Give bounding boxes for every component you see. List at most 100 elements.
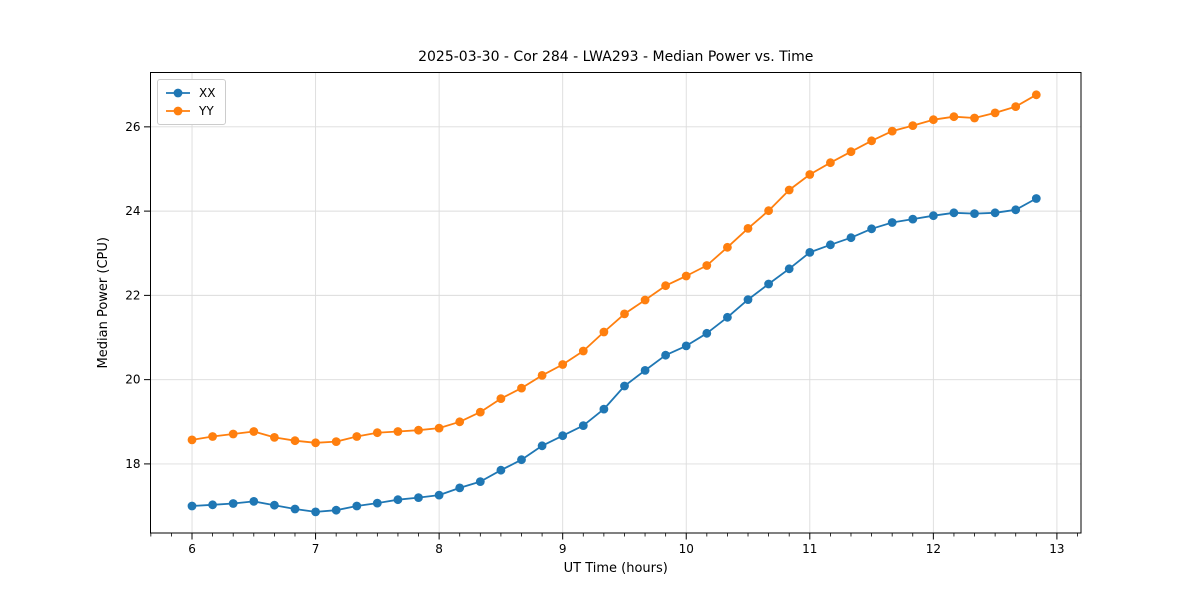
series-marker-yy bbox=[681, 271, 691, 281]
series-marker-yy bbox=[949, 112, 959, 122]
series-marker-xx bbox=[908, 214, 918, 224]
series-marker-xx bbox=[558, 431, 568, 441]
series-marker-xx bbox=[208, 500, 218, 510]
x-tick-label: 13 bbox=[1049, 542, 1064, 556]
series-marker-yy bbox=[352, 432, 362, 441]
series-marker-xx bbox=[702, 328, 712, 338]
series-marker-xx bbox=[929, 211, 938, 221]
y-tick-label: 24 bbox=[125, 204, 140, 218]
series-marker-yy bbox=[620, 309, 629, 319]
series-marker-xx bbox=[455, 483, 465, 493]
series-marker-yy bbox=[208, 432, 218, 441]
x-tick-label: 10 bbox=[679, 542, 694, 556]
series-marker-xx bbox=[743, 295, 753, 304]
series-marker-xx bbox=[475, 477, 485, 486]
series-marker-xx bbox=[393, 495, 403, 505]
series-marker-xx bbox=[311, 507, 320, 517]
series-marker-yy bbox=[517, 383, 526, 393]
series-marker-yy bbox=[414, 425, 423, 435]
x-axis-label: UT Time (hours) bbox=[564, 561, 668, 576]
x-tick-label: 6 bbox=[188, 542, 196, 556]
y-tick-label: 18 bbox=[125, 457, 140, 471]
series-marker-xx bbox=[949, 208, 959, 218]
legend-swatch-xx-icon bbox=[166, 88, 190, 98]
series-marker-yy bbox=[764, 206, 773, 216]
series-marker-xx bbox=[517, 455, 526, 465]
series-marker-yy bbox=[537, 371, 547, 380]
series-marker-yy bbox=[846, 147, 856, 157]
series-marker-xx bbox=[434, 490, 444, 500]
y-tick-label: 26 bbox=[125, 120, 140, 134]
series-marker-yy bbox=[661, 281, 670, 291]
series-marker-xx bbox=[228, 499, 238, 508]
x-tick-label: 9 bbox=[559, 542, 567, 556]
series-marker-yy bbox=[723, 242, 732, 252]
series-marker-xx bbox=[331, 505, 341, 515]
series-marker-yy bbox=[826, 158, 835, 168]
series-marker-xx bbox=[887, 218, 897, 227]
series-marker-yy bbox=[929, 115, 938, 125]
series-marker-xx bbox=[784, 264, 794, 274]
legend-swatch-yy-icon bbox=[166, 106, 190, 116]
series-marker-xx bbox=[1031, 194, 1041, 203]
series-marker-yy bbox=[599, 327, 609, 337]
series-line-xx bbox=[191, 197, 1037, 513]
series-marker-yy bbox=[805, 170, 815, 179]
series-marker-yy bbox=[640, 295, 650, 305]
series-marker-xx bbox=[826, 240, 835, 250]
series-marker-yy bbox=[331, 437, 341, 446]
series-marker-xx bbox=[372, 498, 382, 508]
series-marker-yy bbox=[311, 438, 320, 448]
series-marker-xx bbox=[990, 208, 1000, 218]
series-marker-yy bbox=[990, 108, 1000, 118]
series-marker-yy bbox=[187, 435, 197, 445]
series-marker-yy bbox=[558, 360, 568, 369]
series-marker-yy bbox=[249, 427, 259, 436]
series-marker-yy bbox=[970, 113, 979, 123]
series-marker-yy bbox=[496, 394, 506, 403]
series-marker-yy bbox=[578, 346, 588, 356]
series-marker-yy bbox=[228, 429, 238, 439]
legend-item-xx[interactable]: XX bbox=[165, 84, 218, 102]
series-line-yy bbox=[191, 94, 1037, 444]
series-marker-xx bbox=[599, 404, 609, 414]
series-marker-xx bbox=[1011, 205, 1021, 215]
x-tick-label: 7 bbox=[312, 542, 320, 556]
series-marker-yy bbox=[475, 407, 485, 417]
series-marker-xx bbox=[620, 381, 629, 391]
series-marker-xx bbox=[867, 224, 876, 234]
series-marker-xx bbox=[846, 233, 856, 243]
series-marker-xx bbox=[352, 501, 362, 511]
legend-label-yy: YY bbox=[199, 104, 214, 118]
x-tick-label: 12 bbox=[926, 542, 941, 556]
series-marker-yy bbox=[743, 224, 753, 233]
series-marker-yy bbox=[1011, 102, 1021, 111]
series-marker-yy bbox=[784, 185, 794, 195]
y-tick-label: 22 bbox=[125, 288, 140, 302]
series-marker-yy bbox=[908, 121, 918, 130]
series-marker-yy bbox=[867, 136, 876, 146]
series-marker-yy bbox=[393, 427, 403, 436]
series-marker-xx bbox=[187, 501, 197, 511]
legend-label-xx: XX bbox=[199, 86, 216, 100]
series-marker-yy bbox=[270, 433, 279, 442]
series-marker-yy bbox=[455, 417, 465, 427]
series-marker-xx bbox=[414, 493, 423, 502]
series-marker-yy bbox=[434, 423, 444, 433]
series-marker-xx bbox=[764, 279, 773, 289]
series-marker-xx bbox=[681, 341, 691, 351]
series-marker-xx bbox=[496, 465, 506, 475]
series-marker-xx bbox=[290, 504, 300, 514]
chart-title: 2025-03-30 - Cor 284 - LWA293 - Median P… bbox=[418, 49, 813, 65]
legend-item-yy[interactable]: YY bbox=[165, 102, 218, 120]
series-marker-yy bbox=[290, 436, 300, 446]
series-marker-xx bbox=[537, 441, 547, 451]
series-marker-xx bbox=[578, 421, 588, 430]
series-marker-yy bbox=[372, 428, 382, 438]
series-marker-yy bbox=[702, 261, 712, 270]
plot-border bbox=[150, 72, 1082, 534]
series-marker-xx bbox=[640, 366, 650, 375]
y-tick-label: 20 bbox=[125, 373, 140, 387]
